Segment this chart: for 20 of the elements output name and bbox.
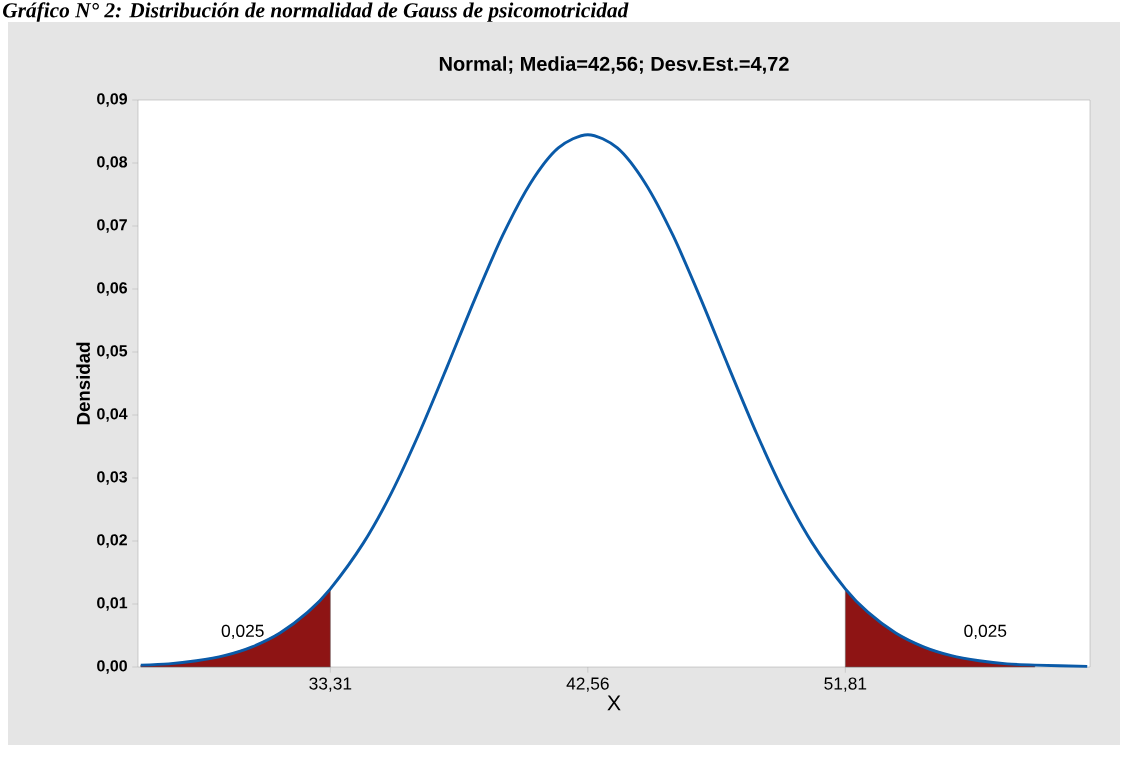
- chart-title: Normal; Media=42,56; Desv.Est.=4,72: [439, 56, 789, 74]
- y-tick-label: 0,08: [97, 156, 128, 170]
- y-tick-label: 0,03: [97, 471, 128, 485]
- y-tick-label: 0,02: [97, 534, 127, 548]
- y-tick-label: 0,05: [97, 345, 128, 359]
- y-tick-label: 0,06: [97, 282, 128, 296]
- line-series: [139, 133, 1089, 668]
- annotation: 0,025: [221, 624, 264, 640]
- x-axis-title: X: [607, 695, 621, 711]
- y-tick-label: 0,09: [97, 93, 127, 107]
- text: Gráfico N° 2: Distribución de normalidad de Gauss de psicomotricidad: [3, 2, 629, 22]
- x-tick-label: 33,31: [309, 677, 352, 692]
- y-tick-label: 0,01: [97, 597, 128, 611]
- y-axis-title: Densidad: [76, 342, 90, 425]
- x-tick-label: 42,56: [566, 677, 609, 692]
- y-tick-label: 0,04: [97, 408, 128, 422]
- annotation: 0,025: [964, 624, 1007, 640]
- y-tick-label: 0,07: [97, 219, 127, 233]
- y-tick-label: 0,00: [97, 660, 127, 674]
- x-tick-label: 51,81: [824, 677, 867, 692]
